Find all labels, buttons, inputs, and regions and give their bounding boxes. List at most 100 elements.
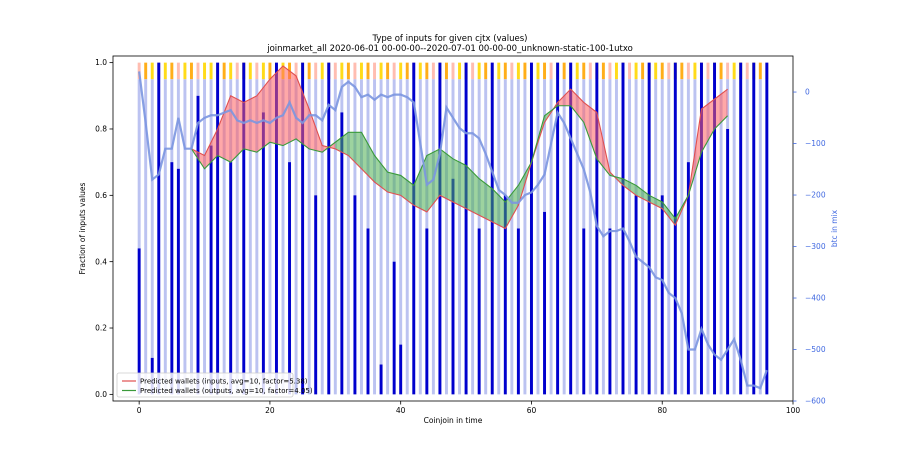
prediction-fill-segment <box>256 79 270 153</box>
axes: 0 20 40 60 80 100 0.0 0.2 0.4 0.6 0.8 1.0 0 −100 −200 −… <box>95 58 826 415</box>
bar-remix-segment <box>660 79 664 196</box>
bar-top-segment <box>170 62 174 80</box>
y-right-tick-label: −100 <box>805 139 826 148</box>
bar-remix-segment <box>510 79 514 395</box>
bar-top-segment <box>562 62 566 80</box>
bar-top-segment <box>608 62 612 80</box>
bar-remix-segment <box>333 79 337 395</box>
bar-remix-segment <box>641 79 645 395</box>
legend: Predicted wallets (inputs, avg=10, facto… <box>116 372 313 398</box>
bar-fresh-segment <box>490 62 494 395</box>
bar-remix-segment <box>628 79 632 395</box>
series-line-outputs <box>191 105 729 220</box>
prediction-fill-segment <box>570 89 584 123</box>
bar-fresh-segment <box>353 195 357 395</box>
prediction-fill-segment <box>243 95 257 153</box>
bar-top-segment <box>523 62 527 80</box>
bar-fresh-segment <box>274 62 278 395</box>
bar-top-segment <box>719 62 723 80</box>
prediction-fill-segment <box>439 148 453 202</box>
bar-fresh-segment <box>569 62 573 395</box>
series-line-btc-in-mix <box>138 71 768 390</box>
bar-top-segment <box>471 62 475 80</box>
bar-fresh-segment <box>516 228 520 395</box>
bar-fresh-segment <box>327 62 331 395</box>
bar-fresh-segment <box>713 62 717 395</box>
bar-remix-segment <box>484 79 488 395</box>
prediction-fill-segment <box>701 99 715 153</box>
bar-remix-segment <box>562 79 566 395</box>
y-tick-label: 1.0 <box>95 58 107 67</box>
bar-remix-segment <box>268 79 272 395</box>
bar-remix-segment <box>497 79 501 395</box>
bar-top-segment <box>333 62 337 80</box>
bar-top-segment <box>575 62 579 80</box>
bar-remix-segment <box>399 79 403 345</box>
bar-fresh-segment <box>340 112 344 395</box>
bar-remix-segment <box>392 79 396 262</box>
bar-top-segment <box>189 62 193 80</box>
bar-top-segment <box>209 62 213 80</box>
prediction-fill-segment <box>636 185 650 202</box>
legend-box <box>116 372 294 398</box>
bar-remix-segment <box>680 79 684 395</box>
bar-fresh-segment <box>739 62 743 395</box>
bar-remix-segment <box>405 79 409 395</box>
bar-remix-segment <box>346 79 350 395</box>
bar-fresh-segment <box>752 62 756 395</box>
bar-top-segment <box>582 62 586 80</box>
bar-remix-segment <box>667 79 671 395</box>
bar-top-segment <box>366 62 370 80</box>
bar-remix-segment <box>379 79 383 365</box>
bar-top-segment <box>418 62 422 80</box>
bar-top-segment <box>235 62 239 80</box>
bar-fresh-segment <box>209 145 213 395</box>
bar-fresh-segment <box>556 62 560 395</box>
bar-top-segment <box>680 62 684 80</box>
bar-top-segment <box>628 62 632 80</box>
bar-fresh-segment <box>660 195 664 395</box>
bar-remix-segment <box>614 79 618 395</box>
bar-fresh-segment <box>392 261 396 395</box>
bar-remix-segment <box>294 79 298 395</box>
bar-top-segment <box>255 62 259 80</box>
bar-remix-segment <box>340 79 344 113</box>
y-right-tick-label: −500 <box>805 345 826 354</box>
y-axis-right-label: btc in mix <box>830 209 839 247</box>
bar-top-segment <box>425 62 429 80</box>
bar-fresh-segment <box>464 62 468 395</box>
bar-remix-segment <box>588 79 592 395</box>
prediction-fill-segment <box>335 132 349 156</box>
bar-fresh-segment <box>196 95 200 395</box>
bar-fresh-segment <box>412 62 416 395</box>
x-axis-label: Coinjoin in time <box>424 416 483 425</box>
bar-top-segment <box>686 62 690 80</box>
bar-fresh-segment <box>673 62 677 395</box>
bar-remix-segment <box>359 79 363 395</box>
bar-remix-segment <box>477 79 481 229</box>
prediction-fill-segment <box>387 172 401 196</box>
bar-top-segment <box>314 62 318 80</box>
bar-fresh-segment <box>595 62 599 395</box>
prediction-fill-segment <box>662 201 676 226</box>
bar-fresh-segment <box>634 195 638 395</box>
bar-top-segment <box>758 62 762 80</box>
bar-remix-segment <box>516 79 520 229</box>
bar-remix-segment <box>176 79 180 169</box>
prediction-fill-segment <box>466 165 480 216</box>
bar-remix-segment <box>196 79 200 96</box>
bar-fresh-segment <box>438 62 442 395</box>
bar-top-segment <box>353 62 357 80</box>
bar-remix-segment <box>706 79 710 395</box>
bar-fresh-segment <box>726 128 730 395</box>
series-line-inputs <box>191 65 728 230</box>
bar-top-segment <box>497 62 501 80</box>
bar-remix-segment <box>307 79 311 395</box>
bar-fresh-segment <box>686 162 690 395</box>
chart-title: Type of inputs for given cjtx (values) <box>372 34 528 44</box>
x-tick-label: 40 <box>396 406 406 415</box>
bar-remix-segment <box>451 79 455 179</box>
plot-area <box>137 62 769 395</box>
bar-top-segment <box>392 62 396 80</box>
bar-fresh-segment <box>529 62 533 395</box>
